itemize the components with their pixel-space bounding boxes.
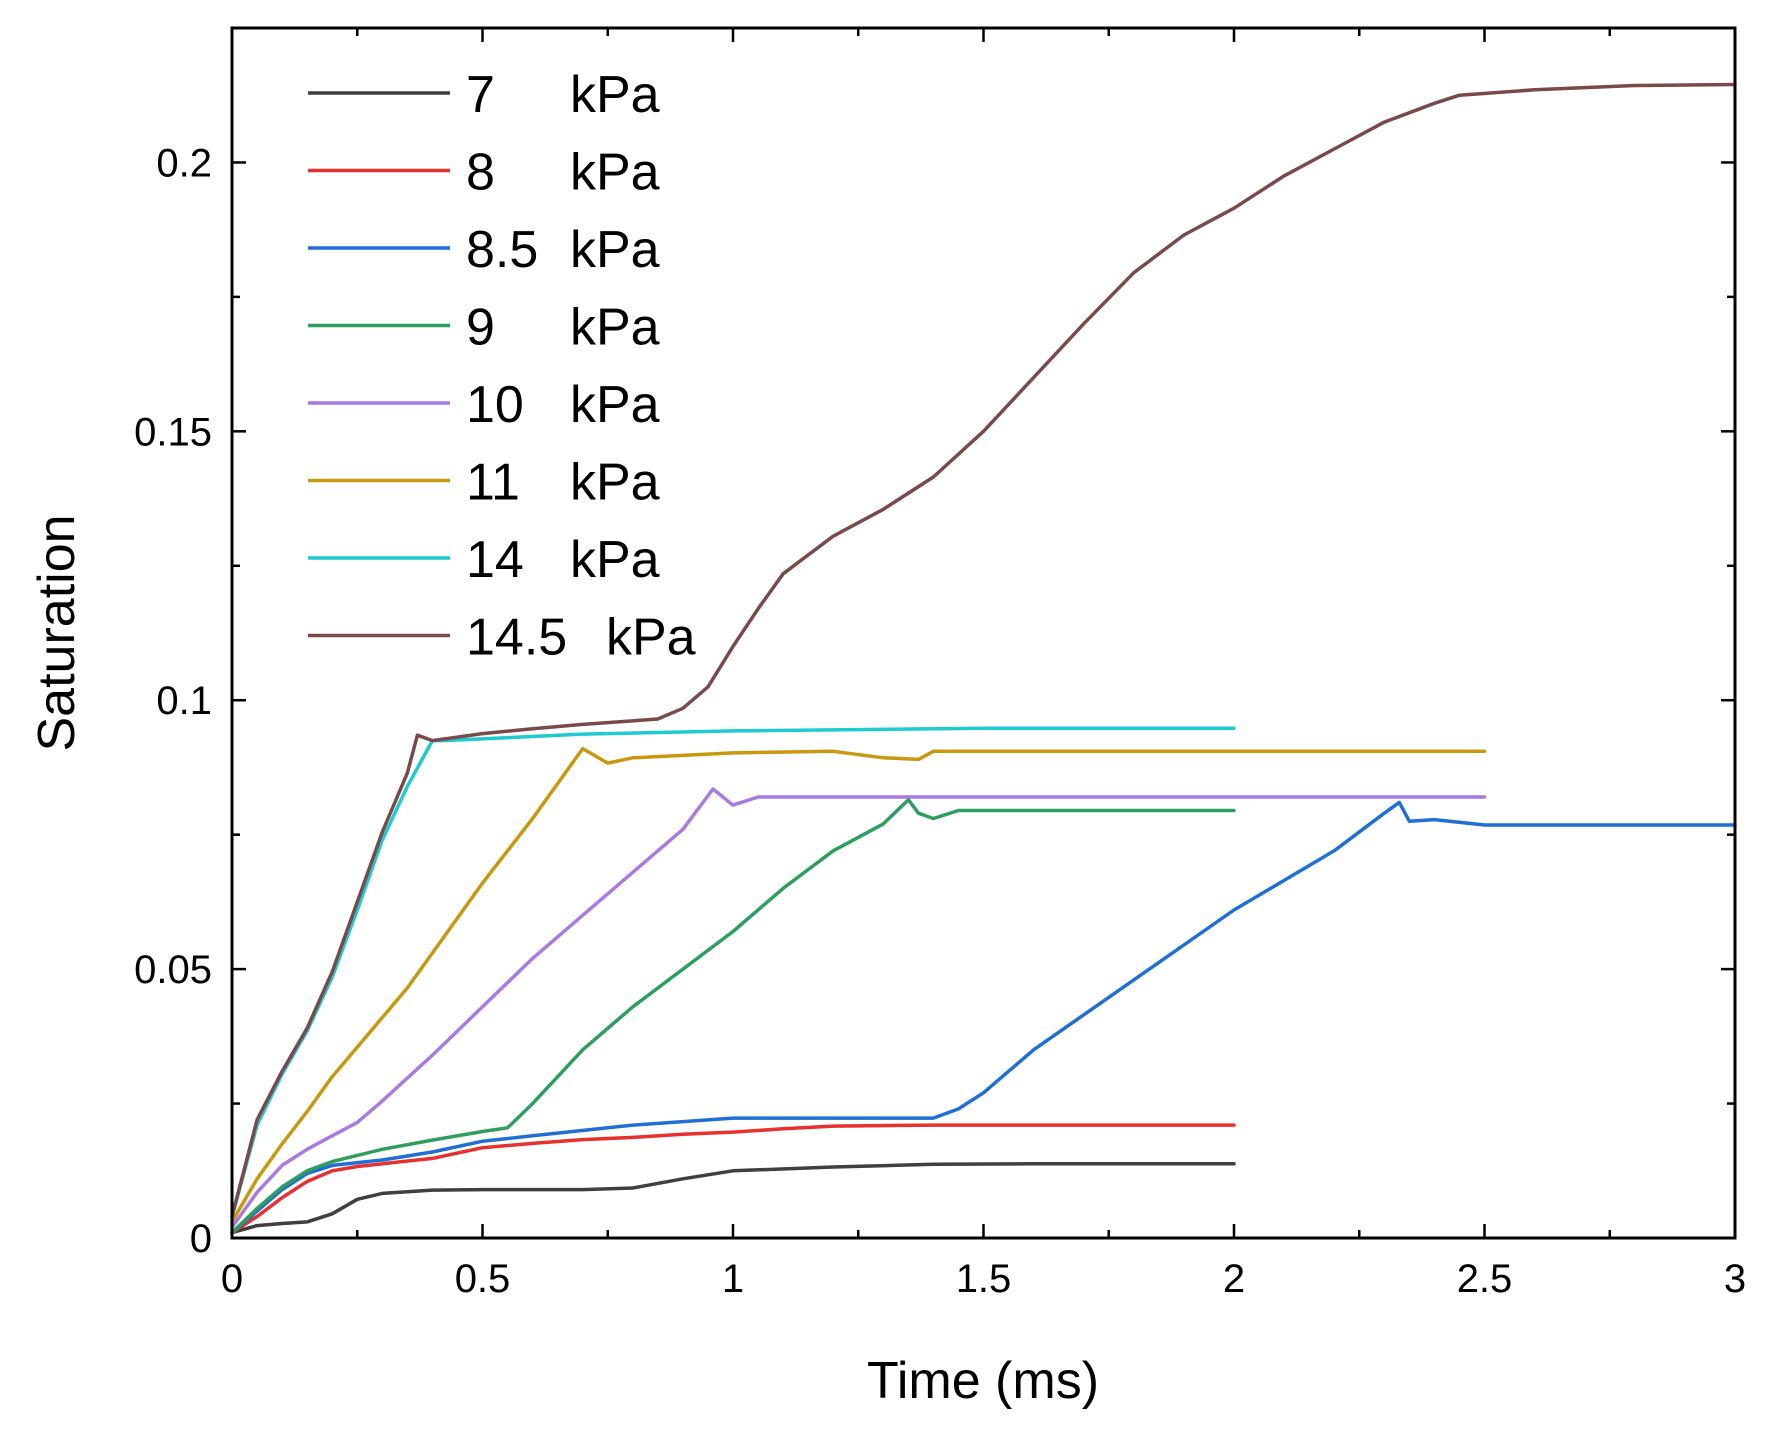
legend-value: 14	[466, 531, 524, 589]
x-tick-label: 2	[1223, 1257, 1245, 1301]
legend-entry: 8.5 kPa	[308, 221, 660, 279]
x-tick-label: 3	[1724, 1257, 1746, 1301]
x-tick-label: 1.5	[956, 1257, 1012, 1301]
series-line-7-kpa	[230, 1162, 1236, 1235]
x-tick-label: 0.5	[455, 1257, 511, 1301]
legend-value: 11	[466, 454, 520, 512]
legend-entry: 14 kPa	[308, 531, 660, 589]
x-tick-label: 0	[221, 1257, 243, 1301]
legend-entry: 14.5 kPa	[308, 609, 696, 667]
y-tick-label: 0.1	[156, 679, 212, 723]
legend-value: 9	[466, 299, 495, 357]
x-axis-title: Time (ms)	[867, 1352, 1099, 1410]
plot-frame	[230, 26, 1737, 1240]
legend-unit: kPa	[570, 531, 660, 589]
legend-unit: kPa	[606, 609, 696, 667]
series-line-14_5-kpa	[230, 82, 1737, 1219]
legend-value: 10	[466, 376, 524, 434]
legend-entry: 8 kPa	[308, 144, 660, 202]
legend-unit: kPa	[570, 66, 660, 124]
series-layer	[230, 82, 1737, 1235]
x-tick-label: 2.5	[1457, 1257, 1513, 1301]
legend-unit: kPa	[570, 376, 660, 434]
legend-entry: 7 kPa	[308, 66, 660, 124]
series-line-8_5-kpa	[230, 800, 1737, 1235]
legend-unit: kPa	[570, 221, 660, 279]
legend-value: 8	[466, 144, 495, 202]
series-line-10-kpa	[230, 787, 1487, 1229]
y-tick-label: 0.15	[134, 410, 212, 454]
y-tick-label: 0.2	[156, 141, 212, 185]
y-tick-label: 0.05	[134, 948, 212, 992]
legend-entry: 11 kPa	[308, 454, 660, 512]
legend-unit: kPa	[570, 454, 660, 512]
series-line-8-kpa	[230, 1123, 1236, 1235]
x-tick-label: 1	[722, 1257, 744, 1301]
series-line-14-kpa	[230, 726, 1236, 1219]
legend-value: 7	[466, 66, 495, 124]
axis-ticks: 0 0.5 1 1.5 2 2.5 3 0 0.05 0.1 0.15 0.2	[134, 26, 1746, 1301]
legend-entry: 9 kPa	[308, 299, 660, 357]
series-line-9-kpa	[230, 797, 1236, 1235]
y-tick-label: 0	[190, 1217, 212, 1261]
y-axis-title: Saturation	[28, 514, 86, 751]
legend-unit: kPa	[570, 299, 660, 357]
legend-value: 14.5	[466, 609, 567, 667]
legend-value: 8.5	[466, 221, 538, 279]
legend-unit: kPa	[570, 144, 660, 202]
legend-entry: 10 kPa	[308, 376, 660, 434]
series-line-11-kpa	[230, 746, 1487, 1224]
